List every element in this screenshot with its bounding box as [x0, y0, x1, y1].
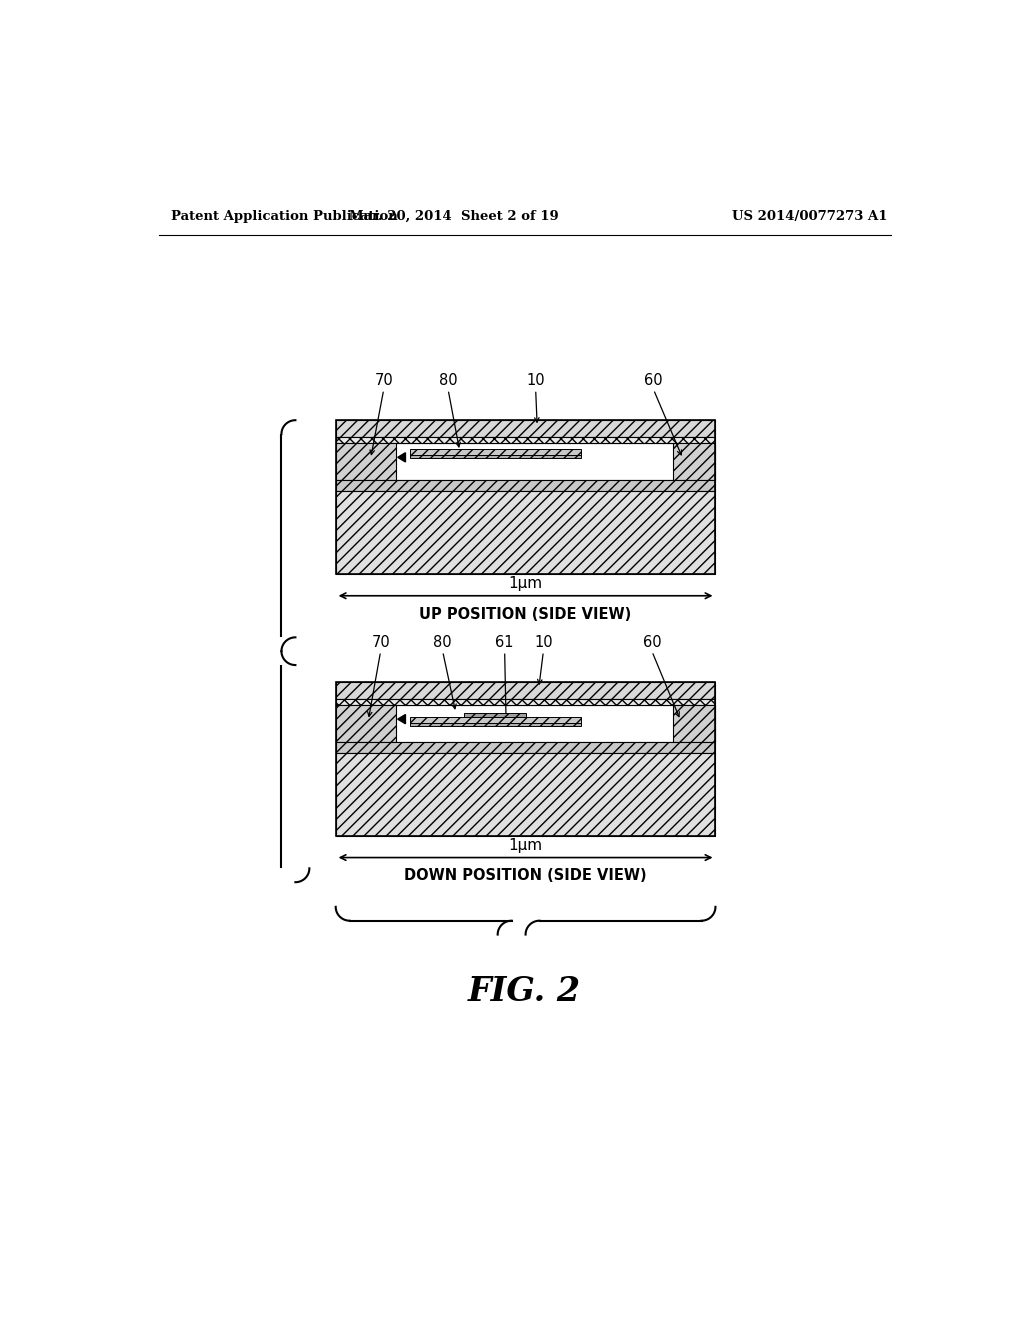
Text: FIG. 2: FIG. 2 — [468, 974, 582, 1007]
Polygon shape — [397, 714, 406, 723]
Bar — [336, 682, 716, 836]
Bar — [336, 480, 716, 491]
Text: 60: 60 — [643, 635, 662, 649]
Bar — [464, 713, 526, 718]
Bar — [410, 449, 581, 455]
Bar — [336, 420, 716, 437]
Text: Patent Application Publication: Patent Application Publication — [171, 210, 397, 223]
Bar — [410, 718, 581, 723]
Text: 70: 70 — [372, 635, 390, 649]
Bar — [336, 700, 716, 705]
Text: 61: 61 — [496, 635, 514, 649]
Bar — [673, 444, 716, 480]
Text: Mar. 20, 2014  Sheet 2 of 19: Mar. 20, 2014 Sheet 2 of 19 — [348, 210, 558, 223]
Bar — [336, 705, 716, 742]
Bar — [336, 437, 716, 444]
Text: DOWN POSITION (SIDE VIEW): DOWN POSITION (SIDE VIEW) — [404, 869, 647, 883]
Bar — [336, 444, 716, 480]
Text: 10: 10 — [535, 635, 553, 649]
Text: 1μm: 1μm — [509, 576, 543, 591]
Bar — [336, 682, 716, 700]
Bar — [336, 742, 716, 752]
Polygon shape — [397, 453, 406, 462]
Text: 10: 10 — [526, 372, 545, 388]
Text: UP POSITION (SIDE VIEW): UP POSITION (SIDE VIEW) — [420, 607, 632, 622]
Text: 60: 60 — [644, 372, 663, 388]
Text: 1μm: 1μm — [509, 838, 543, 853]
Text: US 2014/0077273 A1: US 2014/0077273 A1 — [732, 210, 888, 223]
Text: 80: 80 — [433, 635, 452, 649]
Bar — [336, 705, 396, 742]
Bar — [410, 723, 581, 726]
Bar — [336, 420, 716, 574]
Bar — [336, 752, 716, 836]
Bar — [336, 491, 716, 574]
Bar — [336, 444, 396, 480]
Text: 70: 70 — [375, 372, 393, 388]
Text: 80: 80 — [438, 372, 458, 388]
Bar — [410, 455, 581, 458]
Bar — [673, 705, 716, 742]
